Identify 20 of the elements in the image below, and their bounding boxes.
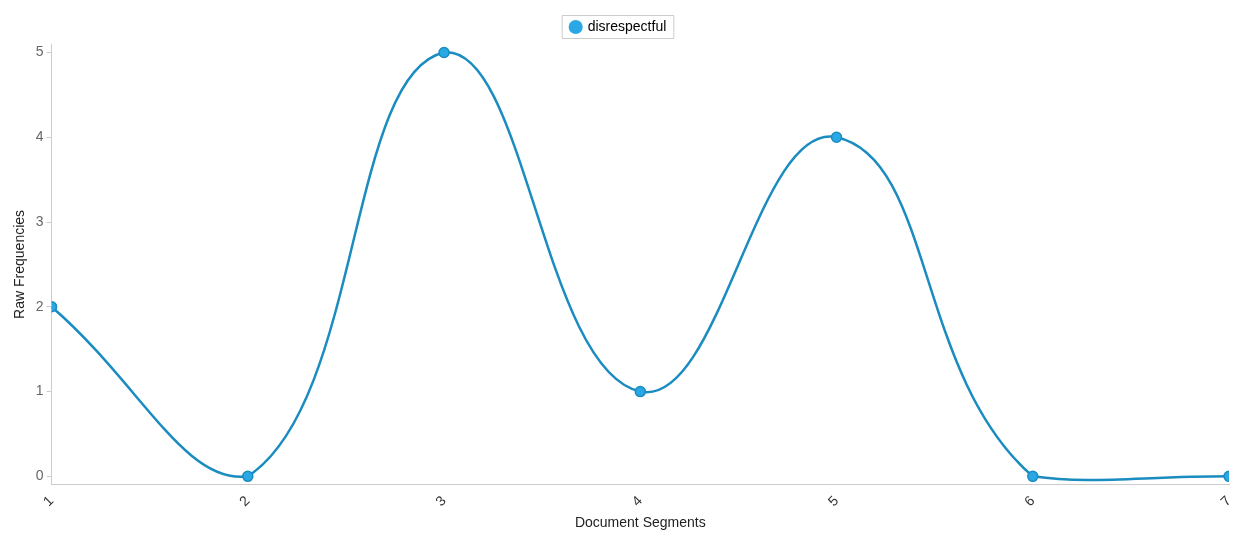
y-tick-label: 1 xyxy=(35,382,44,399)
point xyxy=(242,470,254,483)
y-tick-label: 3 xyxy=(35,212,44,229)
x-tick-label: 6 xyxy=(1020,492,1038,510)
point xyxy=(830,131,843,143)
y-tick-label: 5 xyxy=(35,43,44,60)
y-tick-label: 0 xyxy=(35,467,44,484)
y-tick-label: 4 xyxy=(35,128,44,145)
x-tick-label: 2 xyxy=(235,492,253,510)
x-axis-title: Document Segments xyxy=(574,514,706,531)
point xyxy=(634,385,647,398)
y-tick-label: 2 xyxy=(35,297,44,314)
x-tick-label: 7 xyxy=(1217,492,1234,510)
point xyxy=(438,46,450,59)
y-axis-title: Raw Frequencies xyxy=(11,209,28,319)
legend-label: disrespectful xyxy=(587,17,667,34)
x-tick-label: 5 xyxy=(824,492,842,510)
x-tick-label: 3 xyxy=(432,492,450,510)
x-tick-label: 4 xyxy=(628,492,646,510)
point xyxy=(1027,470,1039,483)
